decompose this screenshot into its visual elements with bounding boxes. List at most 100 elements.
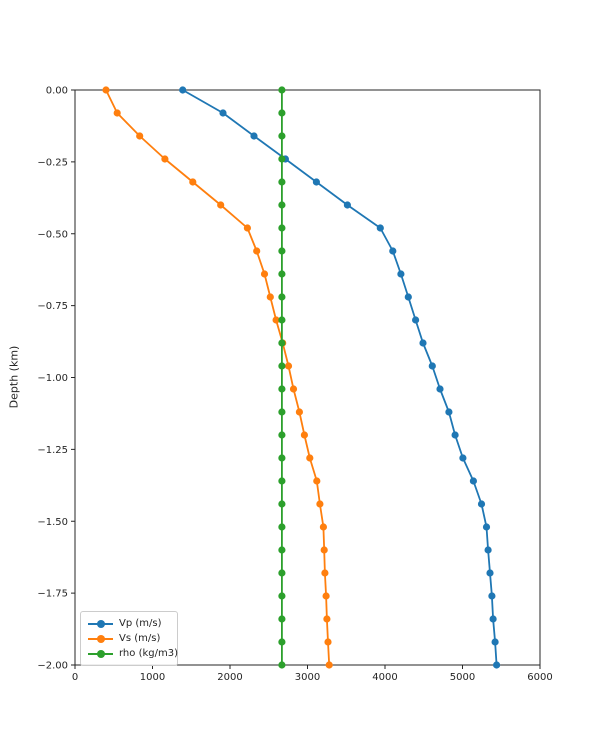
vp-markers: [179, 86, 501, 669]
x-tick-label: 2000: [217, 672, 242, 683]
vs-marker: [266, 293, 274, 301]
y-axis-label: Depth (km): [7, 345, 21, 409]
rho-marker: [278, 178, 286, 186]
y-tick-label: −1.75: [37, 589, 68, 600]
rho-marker: [278, 385, 286, 393]
y-tick-label: −1.00: [37, 373, 68, 384]
vp-marker: [250, 132, 258, 140]
y-tick-label: −2.00: [37, 661, 68, 672]
rho-marker: [278, 408, 286, 416]
x-tick-label: 1000: [140, 672, 165, 683]
rho-marker: [278, 109, 286, 117]
vs-marker: [289, 385, 298, 393]
vp-marker: [489, 615, 497, 623]
rho-marker: [278, 362, 286, 370]
y-tick-label: −0.50: [37, 229, 68, 240]
rho-marker: [278, 454, 286, 462]
y-tick-label: −1.25: [37, 445, 68, 456]
vp-marker: [445, 408, 453, 416]
vp-marker: [179, 86, 187, 94]
vp-marker: [493, 661, 501, 669]
vp-line: [182, 89, 498, 666]
rho-legend-swatch-icon: [88, 649, 113, 658]
vs-marker: [260, 270, 269, 278]
vs-marker: [319, 523, 327, 531]
vp-marker: [482, 523, 491, 531]
rho-marker: [278, 615, 286, 623]
legend-label-rho: rho (kg/m3): [119, 648, 178, 659]
vp-marker: [477, 500, 486, 508]
vs-marker: [316, 500, 324, 508]
vp-marker: [412, 316, 420, 324]
vp-marker: [312, 178, 320, 186]
vp-marker: [343, 201, 351, 209]
vs-marker: [321, 569, 329, 577]
y-tick-label: 0.00: [46, 86, 68, 97]
vp-marker: [459, 454, 467, 462]
x-tick-label: 4000: [372, 672, 397, 683]
vs-marker: [136, 132, 144, 140]
rho-marker: [278, 523, 286, 531]
rho-markers: [278, 86, 286, 669]
vp-marker: [428, 362, 436, 370]
x-tick-label: 3000: [295, 672, 320, 683]
vp-marker: [451, 431, 459, 439]
vs-marker: [284, 362, 293, 370]
vs-marker: [313, 477, 321, 485]
vs-marker: [189, 178, 197, 186]
rho-marker: [278, 569, 286, 577]
vs-marker: [253, 247, 261, 255]
rho-marker: [278, 86, 286, 94]
vs-marker: [102, 86, 110, 94]
rho-marker: [278, 316, 286, 324]
vs-legend-swatch-icon: [88, 634, 113, 643]
rho-marker: [278, 293, 286, 301]
legend-label-vp: Vp (m/s): [119, 618, 162, 629]
rho-marker: [278, 224, 286, 232]
vs-marker: [324, 638, 332, 646]
vp-marker: [491, 638, 499, 646]
vs-marker: [322, 592, 330, 600]
vs-marker: [295, 408, 303, 416]
vp-marker: [404, 293, 412, 301]
rho-marker: [278, 270, 286, 278]
vs-marker: [272, 316, 280, 324]
vs-marker: [243, 224, 251, 232]
rho-marker: [278, 339, 286, 347]
vp-marker: [419, 339, 427, 347]
vp-marker: [436, 385, 444, 393]
vs-marker: [306, 454, 314, 462]
legend-item-rho: rho (kg/m3): [88, 646, 178, 661]
x-tick-label: 5000: [450, 672, 475, 683]
vs-line: [105, 89, 331, 666]
rho-marker: [278, 500, 286, 508]
vs-marker: [323, 615, 331, 623]
vp-marker: [219, 109, 227, 117]
vs-marker: [217, 201, 225, 209]
x-tick-label: 0: [72, 672, 78, 683]
vp-marker: [376, 224, 384, 232]
vp-marker: [397, 270, 405, 278]
rho-marker: [278, 546, 286, 554]
rho-marker: [278, 155, 286, 163]
vs-marker: [320, 546, 328, 554]
y-tick-label: −1.50: [37, 517, 68, 528]
vp-legend-swatch-icon: [88, 619, 113, 628]
rho-marker: [278, 132, 286, 140]
x-tick-label: 6000: [527, 672, 552, 683]
y-tick-label: −0.25: [37, 157, 68, 168]
vp-marker: [486, 569, 494, 577]
rho-marker: [278, 247, 286, 255]
vs-marker: [161, 155, 169, 163]
legend-label-vs: Vs (m/s): [119, 633, 161, 644]
vp-marker: [469, 477, 477, 485]
vs-marker: [300, 431, 308, 439]
vs-marker: [113, 109, 121, 117]
rho-marker: [278, 592, 286, 600]
legend: Vp (m/s) Vs (m/s) rho (kg/m3): [80, 611, 178, 666]
vs-markers: [102, 86, 333, 669]
vp-marker: [484, 546, 492, 554]
rho-marker: [278, 431, 286, 439]
